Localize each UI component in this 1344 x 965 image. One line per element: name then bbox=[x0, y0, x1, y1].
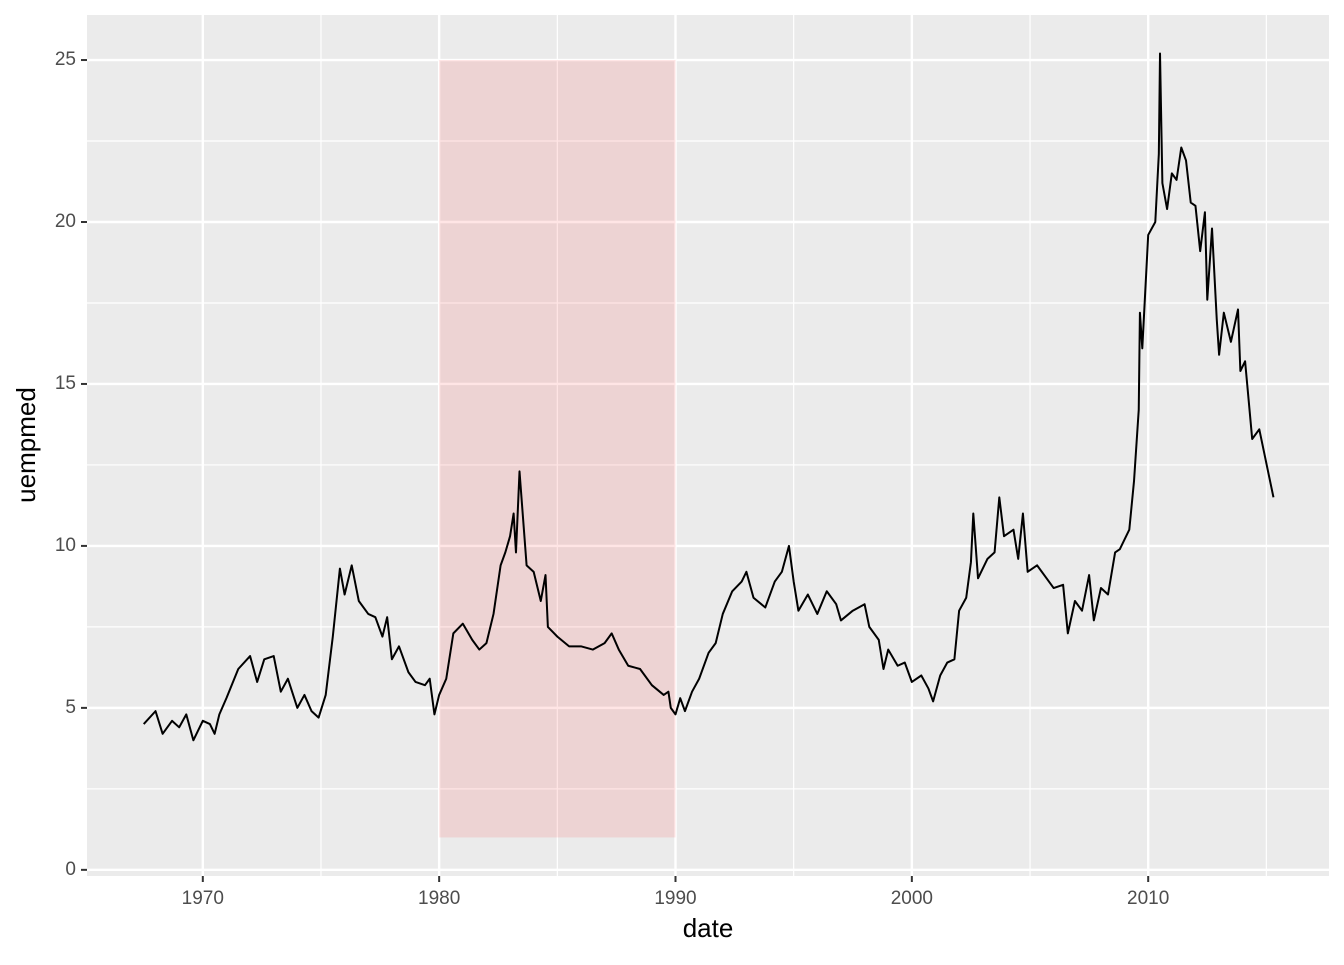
y-tick-label: 0 bbox=[65, 859, 76, 880]
y-tick-label: 20 bbox=[55, 211, 76, 232]
y-axis-title: uempmed bbox=[11, 387, 41, 503]
y-tick-label: 15 bbox=[55, 373, 76, 394]
x-tick-label: 2000 bbox=[891, 888, 933, 909]
line bbox=[142, 52, 1275, 742]
highlight-rect bbox=[439, 60, 676, 838]
x-axis-title: date bbox=[683, 913, 734, 943]
x-tick-label: 2010 bbox=[1127, 888, 1169, 909]
y-tick-label: 5 bbox=[65, 697, 76, 718]
panel bbox=[87, 15, 1329, 876]
x-tick-label: 1990 bbox=[654, 888, 696, 909]
x-tick-label: 1980 bbox=[418, 888, 460, 909]
x-tick-label: 1970 bbox=[182, 888, 224, 909]
y-tick-label: 25 bbox=[55, 49, 76, 70]
y-tick-label: 10 bbox=[55, 535, 76, 556]
